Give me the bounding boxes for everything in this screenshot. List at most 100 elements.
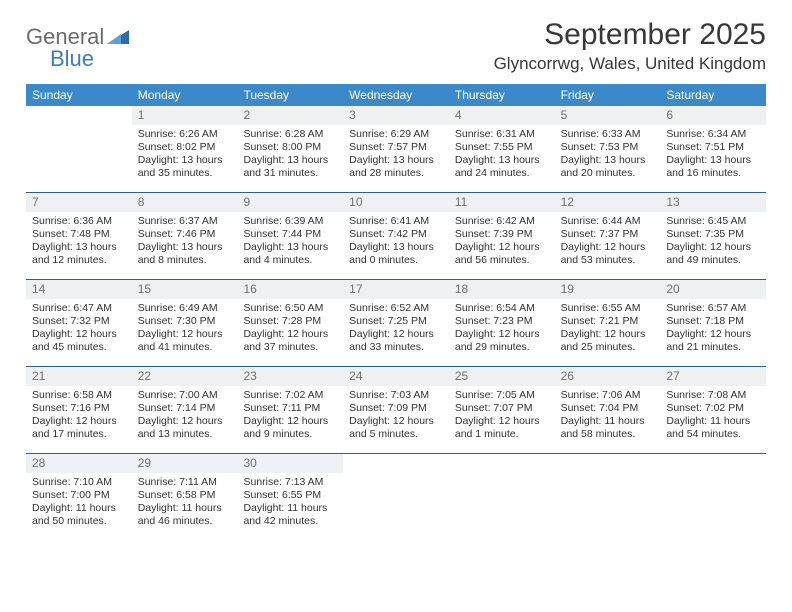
sunrise-text: Sunrise: 6:31 AM: [455, 128, 549, 141]
dow-saturday: Saturday: [660, 84, 766, 106]
sunrise-text: Sunrise: 6:44 AM: [561, 215, 655, 228]
day-number: 15: [132, 280, 238, 299]
sunset-text: Sunset: 7:11 PM: [243, 402, 337, 415]
calendar-page: General Blue September 2025 Glyncorrwg, …: [0, 0, 792, 540]
sunset-text: Sunset: 8:00 PM: [243, 141, 337, 154]
day-number: 4: [449, 106, 555, 125]
day-cell: [26, 106, 132, 192]
daylight-text: Daylight: 12 hours and 21 minutes.: [666, 328, 760, 354]
daylight-text: Daylight: 13 hours and 31 minutes.: [243, 154, 337, 180]
day-cell: 29Sunrise: 7:11 AMSunset: 6:58 PMDayligh…: [132, 454, 238, 540]
dow-monday: Monday: [132, 84, 238, 106]
sunrise-text: Sunrise: 7:03 AM: [349, 389, 443, 402]
daylight-text: Daylight: 13 hours and 8 minutes.: [138, 241, 232, 267]
sunrise-text: Sunrise: 6:37 AM: [138, 215, 232, 228]
day-cell: 12Sunrise: 6:44 AMSunset: 7:37 PMDayligh…: [555, 193, 661, 279]
day-cell: 6Sunrise: 6:34 AMSunset: 7:51 PMDaylight…: [660, 106, 766, 192]
daylight-text: Daylight: 12 hours and 41 minutes.: [138, 328, 232, 354]
daylight-text: Daylight: 13 hours and 4 minutes.: [243, 241, 337, 267]
sunset-text: Sunset: 7:37 PM: [561, 228, 655, 241]
sunset-text: Sunset: 7:09 PM: [349, 402, 443, 415]
sunset-text: Sunset: 7:53 PM: [561, 141, 655, 154]
dow-wednesday: Wednesday: [343, 84, 449, 106]
sunset-text: Sunset: 7:04 PM: [561, 402, 655, 415]
sunrise-text: Sunrise: 6:57 AM: [666, 302, 760, 315]
sunrise-text: Sunrise: 6:49 AM: [138, 302, 232, 315]
day-number: 27: [660, 367, 766, 386]
sunset-text: Sunset: 7:32 PM: [32, 315, 126, 328]
day-cell: 15 Sunrise: 6:49 AMSunset: 7:30 PMDayligh…: [132, 280, 238, 366]
day-number: 9: [237, 193, 343, 212]
sunset-text: Sunset: 7:02 PM: [666, 402, 760, 415]
sunset-text: Sunset: 7:23 PM: [455, 315, 549, 328]
sunrise-text: Sunrise: 6:28 AM: [243, 128, 337, 141]
day-cell: [660, 454, 766, 540]
day-cell: 27Sunrise: 7:08 AMSunset: 7:02 PMDayligh…: [660, 367, 766, 453]
week-row: 14Sunrise: 6:47 AMSunset: 7:32 PMDayligh…: [26, 280, 766, 367]
day-cell: 19Sunrise: 6:55 AMSunset: 7:21 PMDayligh…: [555, 280, 661, 366]
daylight-text: Daylight: 12 hours and 49 minutes.: [666, 241, 760, 267]
day-number: 3: [343, 106, 449, 125]
daylight-text: Daylight: 12 hours and 53 minutes.: [561, 241, 655, 267]
day-number: 21: [26, 367, 132, 386]
day-number: [449, 454, 555, 472]
day-number: 8: [132, 193, 238, 212]
day-cell: 1Sunrise: 6:26 AMSunset: 8:02 PMDaylight…: [132, 106, 238, 192]
daylight-text: Daylight: 12 hours and 33 minutes.: [349, 328, 443, 354]
week-row: 1Sunrise: 6:26 AMSunset: 8:02 PMDaylight…: [26, 106, 766, 193]
week-row: 21 Sunrise: 6:58 AMSunset: 7:16 PM Dayligh…: [26, 367, 766, 454]
sunrise-text: Sunrise: 7:11 AM: [138, 476, 232, 489]
sunset-text: Sunset: 7:30 PM: [138, 315, 232, 328]
sunrise-text: Sunrise: 6:58 AM: [32, 389, 126, 402]
sunset-text: Sunset: 7:16 PM: [32, 402, 126, 415]
sunrise-text: Sunrise: 7:00 AM: [138, 389, 232, 402]
day-number: 1: [132, 106, 238, 125]
day-number: 28: [26, 454, 132, 473]
day-cell: 10Sunrise: 6:41 AMSunset: 7:42 PMDayligh…: [343, 193, 449, 279]
day-cell: 2Sunrise: 6:28 AMSunset: 8:00 PMDaylight…: [237, 106, 343, 192]
day-number: 22: [132, 367, 238, 386]
day-number: [26, 106, 132, 124]
day-number: 30: [237, 454, 343, 473]
daylight-text: Daylight: 12 hours and 29 minutes.: [455, 328, 549, 354]
sunset-text: Sunset: 7:51 PM: [666, 141, 760, 154]
day-cell: 25Sunrise: 7:05 AMSunset: 7:07 PMDayligh…: [449, 367, 555, 453]
sunrise-text: Sunrise: 7:08 AM: [666, 389, 760, 402]
week-row: 28Sunrise: 7:10 AMSunset: 7:00 PMDayligh…: [26, 454, 766, 540]
calendar-grid: Sunday Monday Tuesday Wednesday Thursday…: [26, 84, 766, 540]
daylight-text: Daylight: 12 hours and 25 minutes.: [561, 328, 655, 354]
dow-friday: Friday: [555, 84, 661, 106]
day-cell: 30Sunrise: 7:13 AMSunset: 6:55 PMDayligh…: [237, 454, 343, 540]
sunset-text: Sunset: 7:25 PM: [349, 315, 443, 328]
sunset-text: Sunset: 7:42 PM: [349, 228, 443, 241]
day-number: 10: [343, 193, 449, 212]
day-cell: 24Sunrise: 7:03 AMSunset: 7:09 PMDayligh…: [343, 367, 449, 453]
day-cell: 28Sunrise: 7:10 AMSunset: 7:00 PMDayligh…: [26, 454, 132, 540]
sunset-text: Sunset: 7:48 PM: [32, 228, 126, 241]
title-block: September 2025 Glyncorrwg, Wales, United…: [494, 18, 766, 74]
sunrise-text: Sunrise: 6:29 AM: [349, 128, 443, 141]
sunrise-text: Sunrise: 7:10 AM: [32, 476, 126, 489]
sunset-text: Sunset: 6:55 PM: [243, 489, 337, 502]
day-cell: 7Sunrise: 6:36 AMSunset: 7:48 PMDaylight…: [26, 193, 132, 279]
sunrise-text: Sunrise: 6:36 AM: [32, 215, 126, 228]
sunset-text: Sunset: 7:14 PM: [138, 402, 232, 415]
daylight-text: Daylight: 12 hours and 56 minutes.: [455, 241, 549, 267]
sunset-text: Sunset: 7:55 PM: [455, 141, 549, 154]
sunrise-text: Sunrise: 6:50 AM: [243, 302, 337, 315]
daylight-text: Daylight: 13 hours and 16 minutes.: [666, 154, 760, 180]
day-number: [555, 454, 661, 472]
day-cell: 5Sunrise: 6:33 AMSunset: 7:53 PMDaylight…: [555, 106, 661, 192]
sunset-text: Sunset: 8:02 PM: [138, 141, 232, 154]
dow-thursday: Thursday: [449, 84, 555, 106]
day-number: [660, 454, 766, 472]
sunrise-text: Sunrise: 6:34 AM: [666, 128, 760, 141]
sunrise-text: Sunrise: 6:54 AM: [455, 302, 549, 315]
day-number: 25: [449, 367, 555, 386]
day-cell: 4Sunrise: 6:31 AMSunset: 7:55 PMDaylight…: [449, 106, 555, 192]
daylight-text: Daylight: 12 hours and 1 minute.: [455, 415, 549, 441]
sunrise-text: Sunrise: 6:42 AM: [455, 215, 549, 228]
sunrise-text: Sunrise: 6:39 AM: [243, 215, 337, 228]
sunset-text: Sunset: 7:28 PM: [243, 315, 337, 328]
day-cell: 23Sunrise: 7:02 AMSunset: 7:11 PMDayligh…: [237, 367, 343, 453]
